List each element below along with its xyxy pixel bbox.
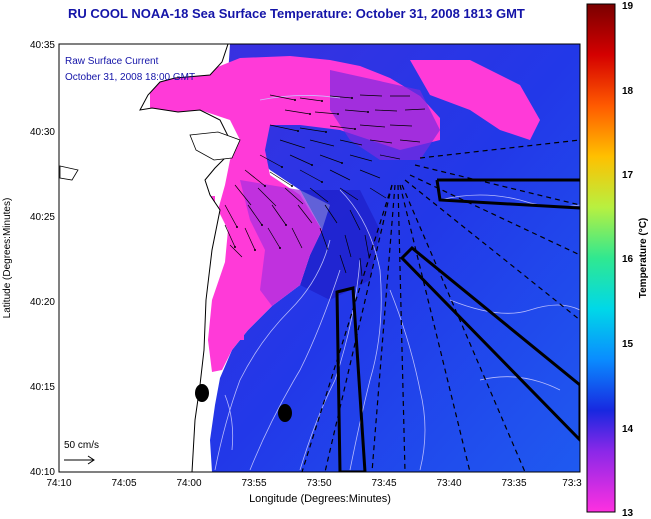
station-marker	[278, 404, 292, 422]
sst-plot	[59, 44, 580, 472]
x-tick-label: 73:55	[241, 478, 266, 489]
vector-heads	[234, 97, 369, 251]
colorbar-tick-label: 14	[622, 424, 634, 435]
map-title: RU COOL NOAA-18 Sea Surface Temperature:…	[68, 6, 525, 21]
legend-line-2: October 31, 2008 18:00 GMT	[65, 72, 195, 83]
scale-arrow-icon	[64, 455, 95, 465]
y-tick-label: 40:20	[30, 297, 55, 308]
x-tick-label: 74:00	[176, 478, 201, 489]
colorbar-tick-label: 16	[622, 254, 634, 265]
colorbar-ticks: 19 18 17 16 15 14 13	[622, 1, 634, 519]
y-tick-label: 40:15	[30, 382, 55, 393]
legend-line-1: Raw Surface Current	[65, 56, 159, 67]
scale-label: 50 cm/s	[64, 440, 99, 451]
surface-current-vectors	[224, 94, 426, 277]
x-axis-label: Longitude (Degrees:Minutes)	[249, 493, 391, 505]
colorbar-tick-label: 19	[622, 1, 634, 12]
sampling-boxes	[335, 178, 580, 472]
colorbar-tick-label: 13	[622, 508, 634, 519]
y-tick-label: 40:35	[30, 40, 55, 51]
y-tick-label: 40:10	[30, 467, 55, 478]
x-axis-ticks: 74:10 74:05 74:00 73:55 73:50 73:45 73:4…	[46, 478, 582, 489]
y-axis-ticks: 40:35 40:30 40:25 40:20 40:15 40:10	[30, 40, 55, 478]
x-tick-label: 74:05	[111, 478, 136, 489]
x-tick-label: 73:50	[306, 478, 331, 489]
colorbar-tick-label: 15	[622, 339, 634, 350]
x-tick-label: 73:35	[501, 478, 526, 489]
colorbar-tick-label: 17	[622, 170, 634, 181]
y-axis-label: Latitude (Degrees:Minutes)	[2, 198, 13, 319]
bathymetry-contours	[214, 95, 580, 471]
x-tick-label: 73:3	[562, 478, 582, 489]
colorbar-tick-label: 18	[622, 86, 634, 97]
x-tick-label: 73:45	[371, 478, 396, 489]
station-marker	[195, 384, 209, 402]
y-tick-label: 40:30	[30, 127, 55, 138]
colorbar-label: Temperature (°C)	[638, 218, 649, 299]
temperature-colorbar	[586, 3, 616, 513]
x-tick-label: 74:10	[46, 478, 71, 489]
x-tick-label: 73:40	[436, 478, 461, 489]
y-tick-label: 40:25	[30, 212, 55, 223]
